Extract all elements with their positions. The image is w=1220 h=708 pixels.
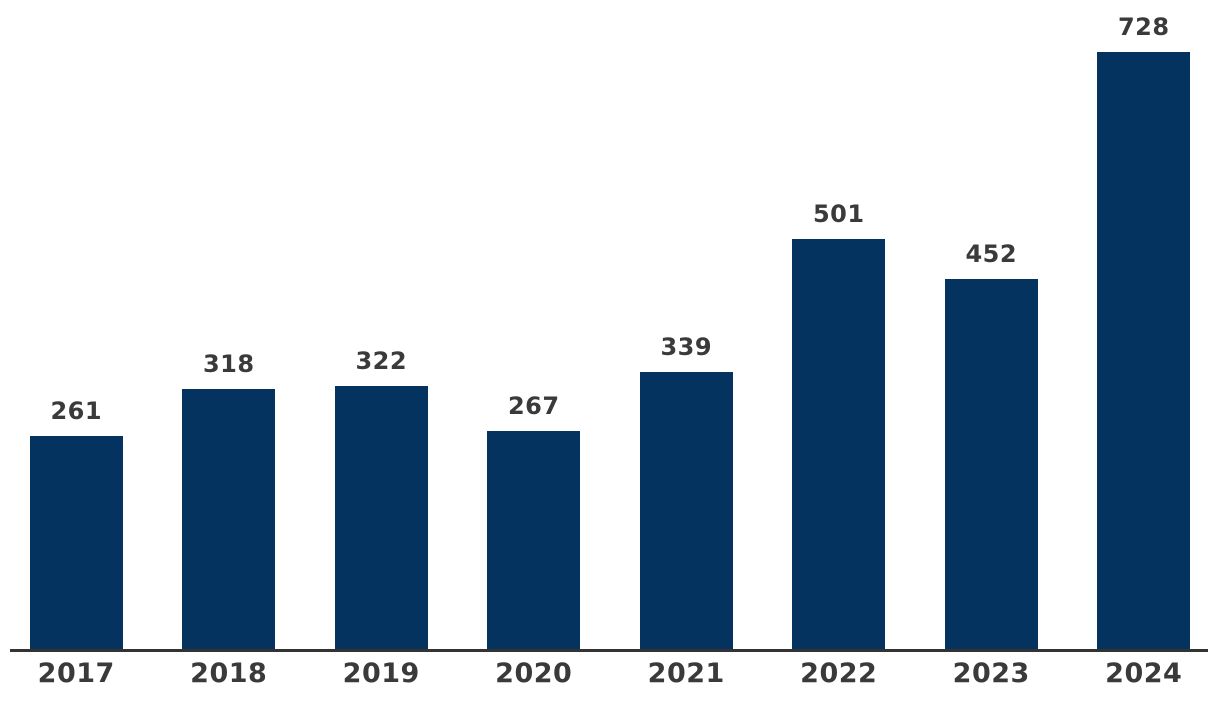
x-tick-label-2023: 2023 xyxy=(952,658,1030,689)
bar-column-2023: 452 xyxy=(915,0,1068,650)
bar-value-label: 322 xyxy=(355,346,408,375)
bar-value-label: 261 xyxy=(50,397,103,426)
bar-value-label: 452 xyxy=(965,240,1018,269)
x-tick-label-2017: 2017 xyxy=(37,658,115,689)
bar-column-2018: 318 xyxy=(153,0,306,650)
x-axis-line xyxy=(10,649,1208,652)
bar-value-label: 728 xyxy=(1117,13,1170,42)
x-tick-label-2018: 2018 xyxy=(190,658,268,689)
bar-column-2020: 267 xyxy=(458,0,611,650)
bar-column-2024: 728 xyxy=(1068,0,1220,650)
bar-column-2022: 501 xyxy=(763,0,916,650)
bar-2018 xyxy=(182,388,276,650)
x-tick-label-2021: 2021 xyxy=(647,658,725,689)
x-tick-label-2020: 2020 xyxy=(495,658,573,689)
x-tick-label-2024: 2024 xyxy=(1105,658,1183,689)
bar-2021 xyxy=(639,371,733,650)
bar-2024 xyxy=(1097,52,1191,650)
bar-2017 xyxy=(29,435,123,650)
bar-2023 xyxy=(944,278,1038,650)
bar-2019 xyxy=(334,385,428,650)
bar-column-2017: 261 xyxy=(0,0,153,650)
bar-2022 xyxy=(792,238,886,650)
x-tick-label-2019: 2019 xyxy=(342,658,420,689)
bar-value-label: 318 xyxy=(202,350,255,379)
bar-value-label: 339 xyxy=(660,332,713,361)
x-tick-label-2022: 2022 xyxy=(800,658,878,689)
bar-value-label: 267 xyxy=(507,392,560,421)
bar-value-label: 501 xyxy=(812,199,865,228)
x-axis-tick-labels: 2017 2018 2019 2020 2021 2022 2023 2024 xyxy=(0,659,1220,689)
bar-column-2019: 322 xyxy=(305,0,458,650)
plot-area: 261 318 322 267 339 501 452 728 xyxy=(0,0,1220,650)
bar-column-2021: 339 xyxy=(610,0,763,650)
bar-2020 xyxy=(487,430,581,650)
